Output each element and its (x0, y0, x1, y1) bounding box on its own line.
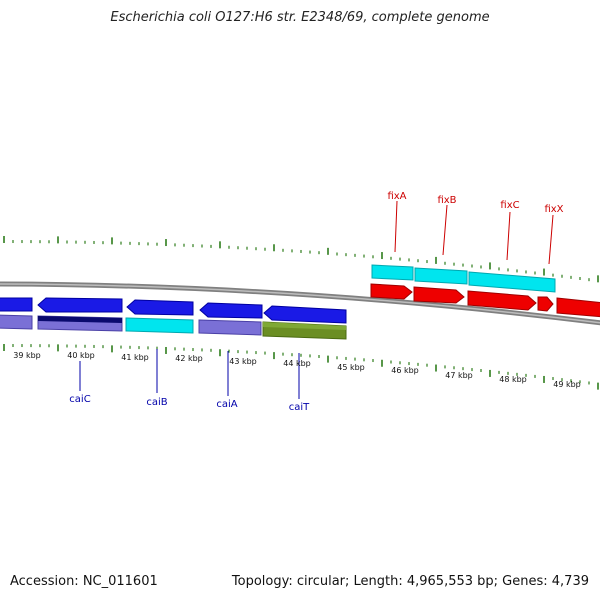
scale-label: 39 kbp (13, 351, 41, 360)
scale-label: 45 kbp (337, 363, 365, 372)
scale-label: 49 kbp (553, 380, 581, 389)
fixC-cds[interactable] (467, 290, 537, 311)
fixB-cds[interactable] (413, 286, 465, 304)
map-title: Escherichia coli O127:H6 str. E2348/69, … (110, 10, 490, 25)
scale-label: 42 kbp (175, 354, 203, 363)
gene-label-caiT[interactable]: caiT (289, 402, 310, 413)
fixC-cds-cyan[interactable] (468, 271, 556, 293)
reverse-cds-arrows (0, 297, 347, 324)
inner-tick-marks (3, 344, 599, 390)
scale-label: 44 kbp (283, 359, 311, 368)
gene-label-caiB[interactable]: caiB (146, 397, 167, 408)
gene-label-fixB[interactable]: fixB (437, 195, 456, 206)
forward-cds-row (371, 264, 556, 293)
upstream-cds[interactable] (0, 297, 33, 312)
gene-label-fixC[interactable]: fixC (500, 200, 519, 211)
forward-cds-arrows (370, 283, 600, 318)
gene-label-fixA[interactable]: fixA (387, 191, 406, 202)
gene-label-caiC[interactable]: caiC (69, 394, 90, 405)
gene-label-fixX[interactable]: fixX (544, 204, 563, 215)
scale-label: 47 kbp (445, 371, 473, 380)
caiT-arrow-cds[interactable] (263, 305, 347, 324)
scale-label: 48 kbp (499, 375, 527, 384)
fixX-cds[interactable] (537, 296, 554, 312)
scale-label: 41 kbp (121, 353, 149, 362)
accession-label: Accession: NC_011601 (10, 574, 158, 589)
fixB-cds-cyan[interactable] (414, 267, 468, 285)
caiB-cds[interactable] (125, 317, 194, 334)
scale-label: 40 kbp (67, 351, 95, 360)
downstream-cds[interactable] (556, 297, 600, 318)
caiA-arrow-cds[interactable] (199, 302, 263, 319)
upstream-cds-purple[interactable] (0, 314, 33, 330)
scale-label: 46 kbp (391, 366, 419, 375)
genome-summary: Topology: circular; Length: 4,965,553 bp… (231, 574, 589, 589)
reverse-cds-row (0, 314, 347, 340)
caiA-cds[interactable] (198, 319, 262, 336)
forward-gene-labels: fixA fixB fixC fixX (387, 191, 564, 265)
caiE-cds[interactable] (37, 297, 123, 313)
fixA-cds[interactable] (370, 283, 413, 300)
fixA-cds-cyan[interactable] (371, 264, 414, 281)
outer-tick-marks (3, 236, 599, 283)
scale-label: 43 kbp (229, 357, 257, 366)
gene-label-caiA[interactable]: caiA (216, 399, 237, 410)
reverse-gene-labels: caiC caiB caiA caiT (69, 349, 310, 413)
scale-labels: 39 kbp 40 kbp 41 kbp 42 kbp 43 kbp 44 kb… (13, 351, 581, 389)
caiD-cds[interactable] (126, 299, 194, 316)
